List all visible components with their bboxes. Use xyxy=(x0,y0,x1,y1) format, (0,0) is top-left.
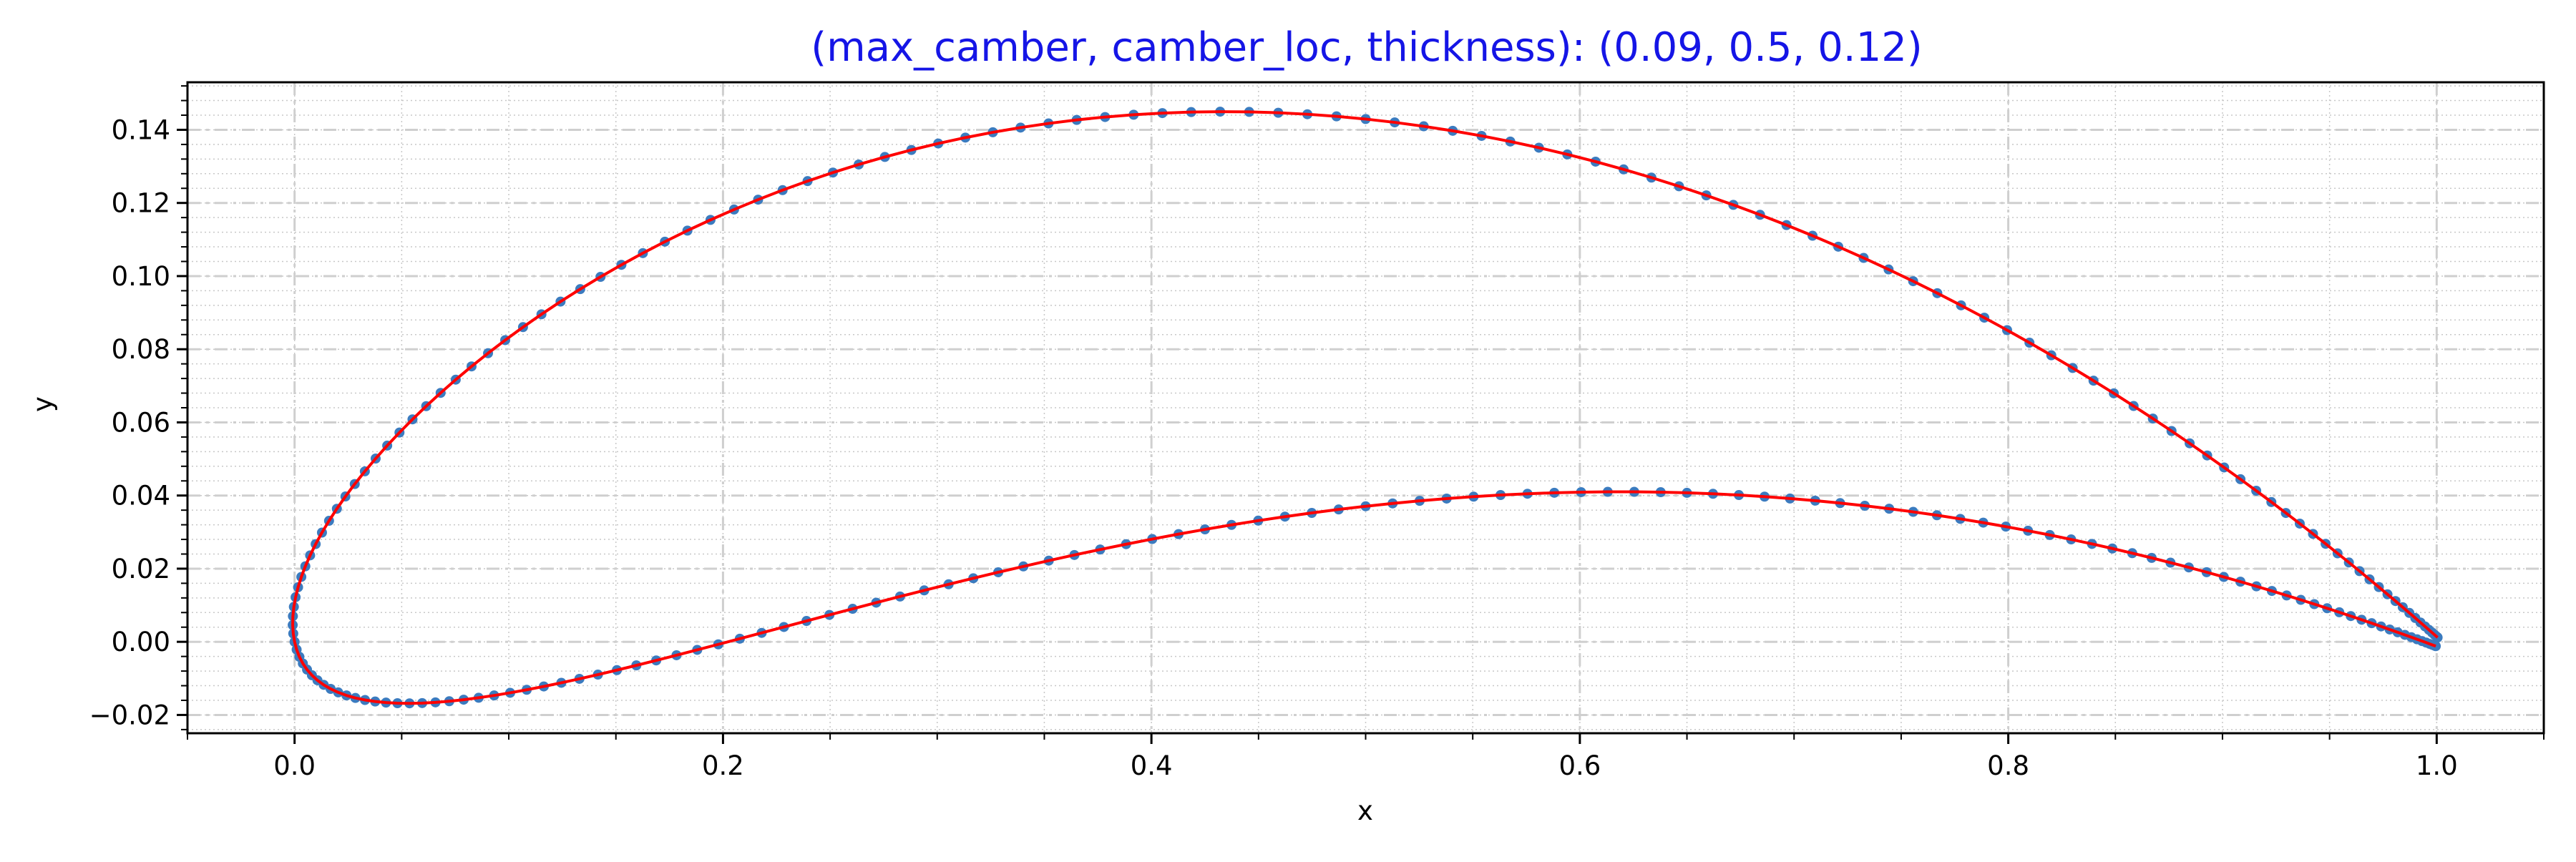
chart-title: (max_camber, camber_loc, thickness): (0.… xyxy=(811,24,1922,71)
y-tick-label: −0.02 xyxy=(89,700,170,730)
y-tick-label: 0.04 xyxy=(112,481,170,511)
x-tick-label: 0.8 xyxy=(1987,750,2029,781)
x-axis-label: x xyxy=(1357,795,1373,826)
data-point xyxy=(2431,641,2441,652)
x-tick-label: 0.0 xyxy=(273,750,316,781)
x-tick-label: 1.0 xyxy=(2416,750,2458,781)
y-tick-label: 0.00 xyxy=(112,627,170,657)
x-tick-label: 0.4 xyxy=(1131,750,1173,781)
y-tick-label: 0.06 xyxy=(112,407,170,438)
y-tick-label: 0.10 xyxy=(112,261,170,292)
y-axis-label: y xyxy=(27,396,58,412)
y-tick-label: 0.08 xyxy=(112,334,170,365)
series-layer xyxy=(288,107,2443,709)
x-tick-label: 0.2 xyxy=(702,750,744,781)
x-axis-ticks: 0.0 0.2 0.4 0.6 0.8 1.0 xyxy=(187,733,2545,781)
y-axis-ticks: −0.02 0.00 0.02 0.04 0.06 0.08 0.10 0.12 0.14 xyxy=(89,85,187,730)
y-tick-label: 0.12 xyxy=(112,188,170,219)
y-tick-label: 0.14 xyxy=(112,114,170,145)
x-tick-label: 0.6 xyxy=(1558,750,1601,781)
y-tick-label: 0.02 xyxy=(112,554,170,584)
minor-grid xyxy=(187,82,2545,733)
airfoil-line xyxy=(291,110,2439,705)
